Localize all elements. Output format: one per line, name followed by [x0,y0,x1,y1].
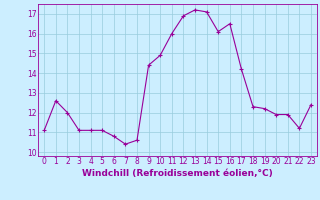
X-axis label: Windchill (Refroidissement éolien,°C): Windchill (Refroidissement éolien,°C) [82,169,273,178]
